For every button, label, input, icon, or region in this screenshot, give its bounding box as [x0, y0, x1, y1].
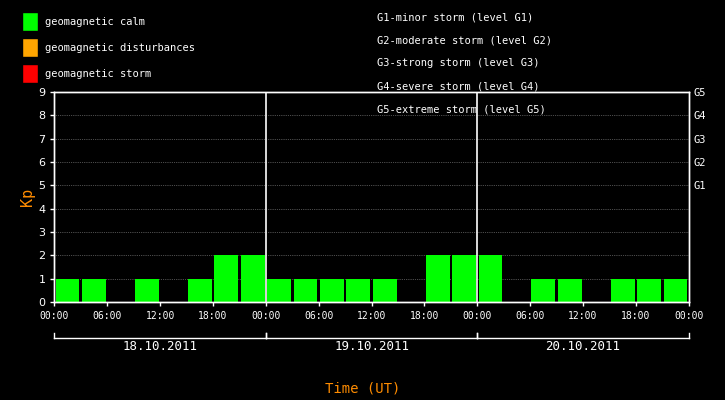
Bar	[452, 255, 476, 302]
Text: geomagnetic disturbances: geomagnetic disturbances	[45, 43, 195, 53]
Text: 19.10.2011: 19.10.2011	[334, 340, 409, 353]
Bar	[135, 279, 159, 302]
Bar	[426, 255, 450, 302]
Bar	[82, 279, 106, 302]
Bar	[267, 279, 291, 302]
Text: geomagnetic calm: geomagnetic calm	[45, 17, 145, 26]
Text: 18.10.2011: 18.10.2011	[123, 340, 198, 353]
Bar	[215, 255, 238, 302]
Text: G4-severe storm (level G4): G4-severe storm (level G4)	[377, 82, 539, 92]
Text: geomagnetic storm: geomagnetic storm	[45, 69, 152, 78]
Bar	[558, 279, 581, 302]
Bar	[478, 255, 502, 302]
Text: G3-strong storm (level G3): G3-strong storm (level G3)	[377, 58, 539, 68]
Bar	[241, 255, 265, 302]
Text: G5-extreme storm (level G5): G5-extreme storm (level G5)	[377, 105, 546, 115]
Bar	[663, 279, 687, 302]
Bar	[294, 279, 318, 302]
Bar	[531, 279, 555, 302]
Y-axis label: Kp: Kp	[20, 188, 36, 206]
Bar	[347, 279, 370, 302]
Bar	[320, 279, 344, 302]
Text: Time (UT): Time (UT)	[325, 382, 400, 396]
Text: 20.10.2011: 20.10.2011	[545, 340, 621, 353]
Bar	[188, 279, 212, 302]
Bar	[56, 279, 80, 302]
Bar	[610, 279, 634, 302]
Text: G2-moderate storm (level G2): G2-moderate storm (level G2)	[377, 35, 552, 45]
Bar	[637, 279, 661, 302]
Bar	[373, 279, 397, 302]
Text: G1-minor storm (level G1): G1-minor storm (level G1)	[377, 12, 534, 22]
